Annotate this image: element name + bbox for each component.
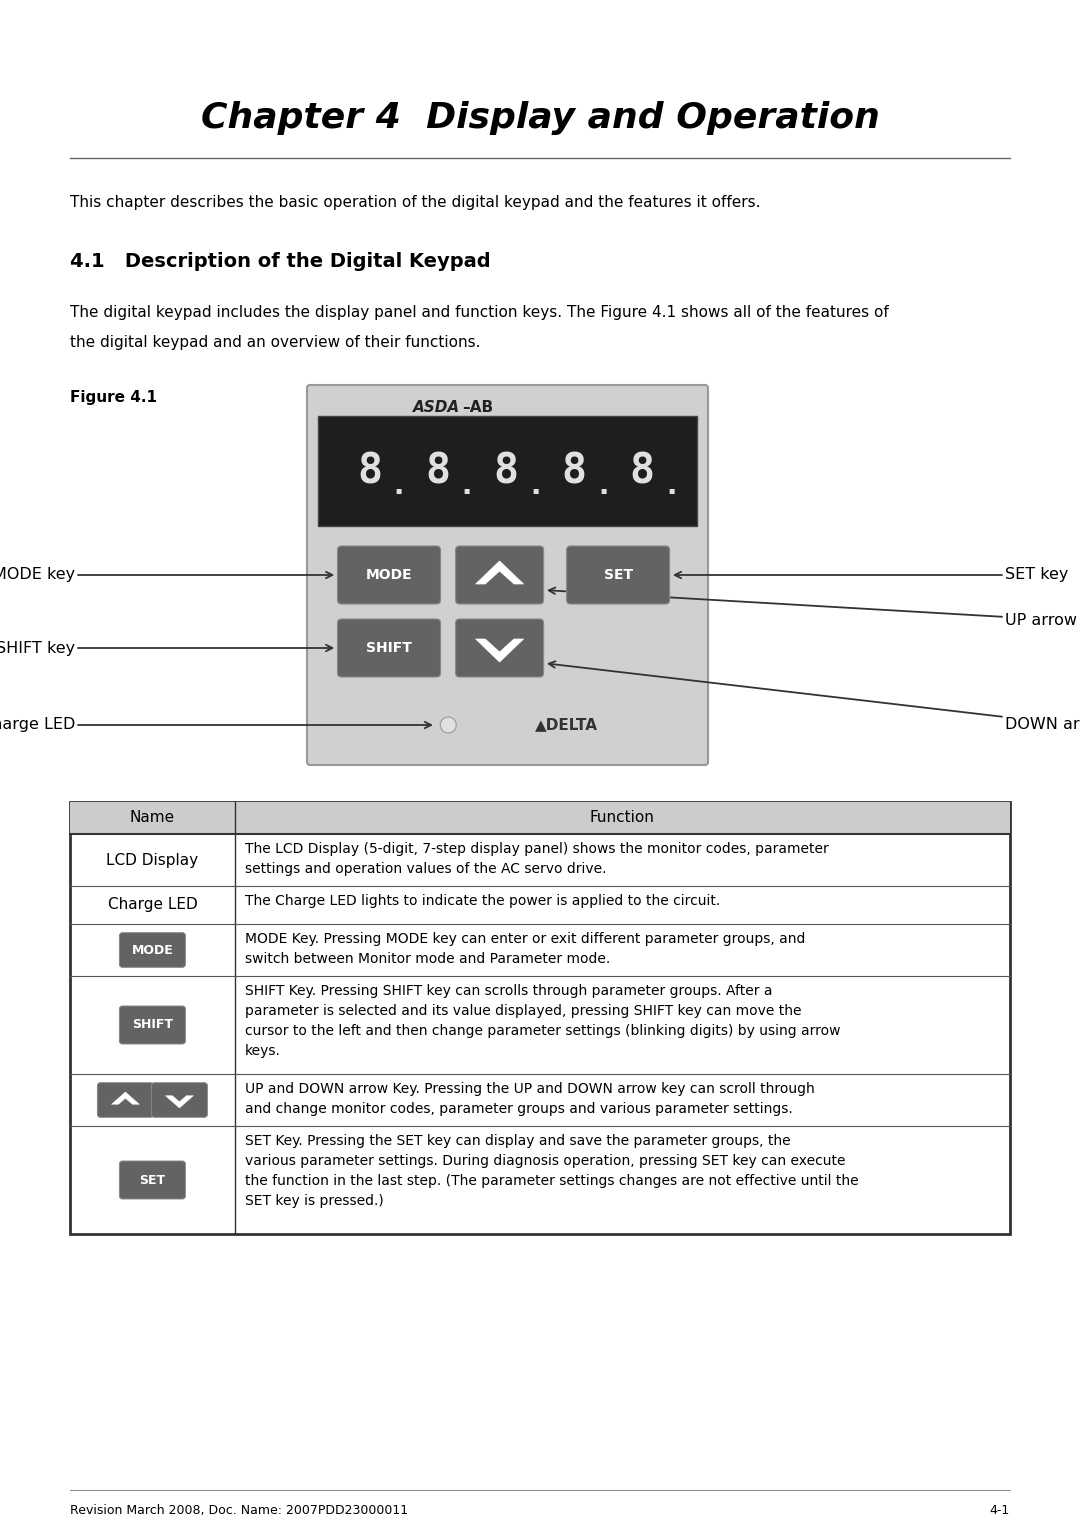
Text: LCD Display: LCD Display	[106, 853, 199, 868]
Text: .: .	[390, 471, 408, 500]
Text: .: .	[594, 471, 612, 500]
Text: MODE key: MODE key	[0, 567, 333, 582]
Text: Charge LED: Charge LED	[0, 718, 431, 732]
Text: This chapter describes the basic operation of the digital keypad and the feature: This chapter describes the basic operati…	[70, 196, 760, 209]
Text: SET: SET	[139, 1174, 165, 1187]
FancyBboxPatch shape	[120, 1005, 186, 1044]
FancyBboxPatch shape	[120, 1161, 186, 1199]
FancyBboxPatch shape	[337, 545, 441, 604]
Text: .: .	[458, 471, 476, 500]
Text: the digital keypad and an overview of their functions.: the digital keypad and an overview of th…	[70, 335, 481, 350]
Text: The Charge LED lights to indicate the power is applied to the circuit.: The Charge LED lights to indicate the po…	[245, 894, 720, 908]
Polygon shape	[111, 1093, 139, 1105]
Bar	[70, 802, 1010, 834]
Polygon shape	[475, 561, 524, 584]
Text: 4-1: 4-1	[989, 1504, 1010, 1517]
FancyBboxPatch shape	[97, 1083, 153, 1117]
FancyBboxPatch shape	[120, 932, 186, 967]
FancyBboxPatch shape	[456, 545, 543, 604]
Text: SHIFT key: SHIFT key	[0, 640, 333, 656]
FancyBboxPatch shape	[567, 545, 670, 604]
Circle shape	[441, 717, 456, 733]
Polygon shape	[165, 1096, 193, 1108]
Bar	[70, 802, 1010, 1235]
Text: 8: 8	[426, 451, 450, 492]
Text: Function: Function	[590, 810, 654, 825]
Text: .: .	[526, 471, 544, 500]
FancyBboxPatch shape	[318, 416, 697, 526]
FancyBboxPatch shape	[456, 619, 543, 677]
Text: 8: 8	[356, 451, 382, 492]
Text: MODE Key. Pressing MODE key can enter or exit different parameter groups, and
sw: MODE Key. Pressing MODE key can enter or…	[245, 932, 805, 966]
Text: MODE: MODE	[132, 943, 173, 957]
Text: 8: 8	[494, 451, 518, 492]
Text: ASDA: ASDA	[413, 400, 460, 416]
Text: 4.1   Description of the Digital Keypad: 4.1 Description of the Digital Keypad	[70, 252, 490, 270]
FancyBboxPatch shape	[337, 619, 441, 677]
Text: Charge LED: Charge LED	[108, 897, 198, 912]
Text: ▲DELTA: ▲DELTA	[536, 718, 598, 732]
Text: SHIFT: SHIFT	[366, 642, 411, 656]
Text: UP and DOWN arrow Key. Pressing the UP and DOWN arrow key can scroll through
and: UP and DOWN arrow Key. Pressing the UP a…	[245, 1082, 814, 1115]
Text: UP arrow key: UP arrow key	[549, 588, 1080, 628]
Text: The LCD Display (5-digit, 7-step display panel) shows the monitor codes, paramet: The LCD Display (5-digit, 7-step display…	[245, 842, 828, 876]
Polygon shape	[475, 639, 524, 662]
Text: Name: Name	[130, 810, 175, 825]
Text: SET key: SET key	[675, 567, 1068, 582]
Text: SET Key. Pressing the SET key can display and save the parameter groups, the
var: SET Key. Pressing the SET key can displa…	[245, 1134, 859, 1209]
Text: The digital keypad includes the display panel and function keys. The Figure 4.1 : The digital keypad includes the display …	[70, 306, 889, 319]
Text: DOWN arrow key: DOWN arrow key	[549, 662, 1080, 732]
Text: Figure 4.1: Figure 4.1	[70, 390, 158, 405]
Text: SHIFT Key. Pressing SHIFT key can scrolls through parameter groups. After a
para: SHIFT Key. Pressing SHIFT key can scroll…	[245, 984, 840, 1059]
Text: Chapter 4  Display and Operation: Chapter 4 Display and Operation	[201, 101, 879, 134]
Text: –AB: –AB	[462, 400, 494, 416]
Text: 8: 8	[630, 451, 654, 492]
FancyBboxPatch shape	[307, 385, 708, 766]
Text: MODE: MODE	[366, 568, 413, 582]
Text: 8: 8	[562, 451, 586, 492]
Text: Revision March 2008, Doc. Name: 2007PDD23000011: Revision March 2008, Doc. Name: 2007PDD2…	[70, 1504, 408, 1517]
Text: SET: SET	[604, 568, 633, 582]
FancyBboxPatch shape	[151, 1083, 207, 1117]
Text: SHIFT: SHIFT	[132, 1019, 173, 1031]
Text: .: .	[662, 471, 680, 500]
